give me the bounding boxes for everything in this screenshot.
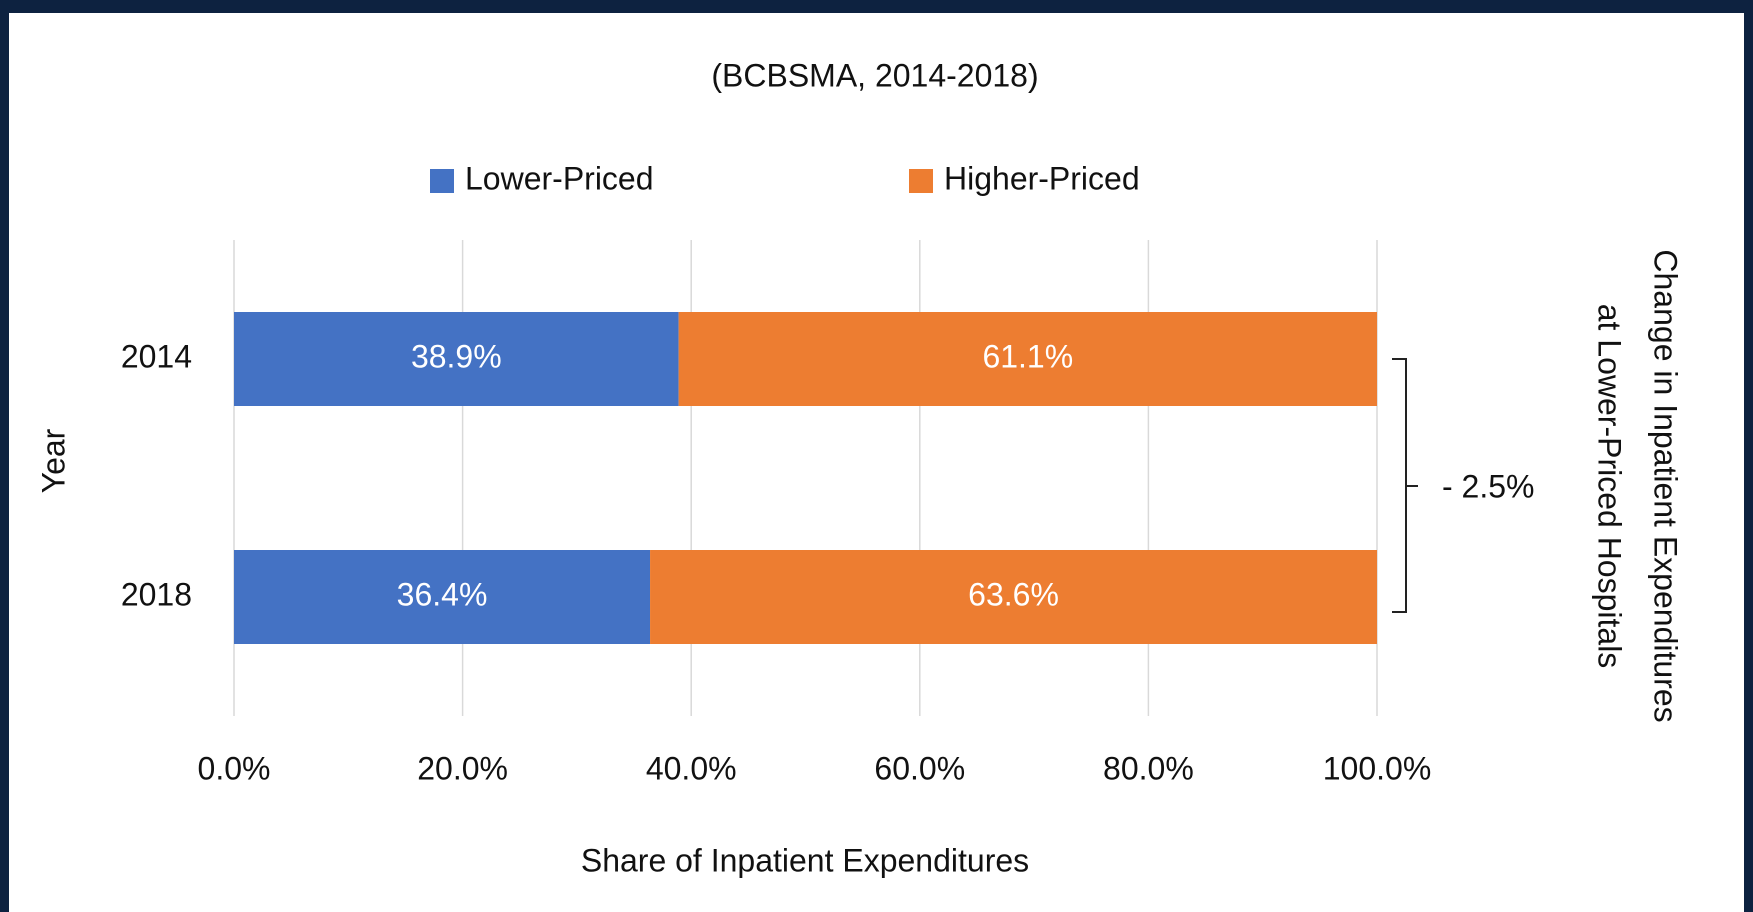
- value-label: 38.9%: [411, 338, 502, 374]
- chart-subtitle: (BCBSMA, 2014-2018): [711, 57, 1038, 93]
- x-tick-label: 20.0%: [417, 750, 508, 786]
- x-tick-label: 80.0%: [1103, 750, 1194, 786]
- value-label: 63.6%: [968, 576, 1059, 612]
- chart-background: [9, 13, 1744, 912]
- x-axis-title: Share of Inpatient Expenditures: [581, 842, 1029, 878]
- bar: [234, 312, 679, 406]
- legend-swatch: [430, 169, 454, 193]
- legend-swatch: [909, 169, 933, 193]
- legend-label: Higher-Priced: [944, 160, 1140, 196]
- y-axis-title: Year: [35, 428, 71, 493]
- value-label: 36.4%: [397, 576, 488, 612]
- y-tick-label: 2014: [121, 338, 192, 374]
- x-tick-label: 100.0%: [1323, 750, 1432, 786]
- x-tick-label: 0.0%: [198, 750, 271, 786]
- bar: [678, 312, 1377, 406]
- right-title-line: at Lower-Priced Hospitals: [1592, 304, 1628, 669]
- bar: [234, 550, 651, 644]
- x-tick-label: 40.0%: [646, 750, 737, 786]
- bar: [650, 550, 1377, 644]
- bracket: [1392, 358, 1418, 613]
- value-label: 61.1%: [982, 338, 1073, 374]
- x-tick-label: 60.0%: [874, 750, 965, 786]
- y-tick-label: 2018: [121, 576, 192, 612]
- right-title-line: Change in Inpatient Expenditures: [1648, 249, 1684, 722]
- legend-label: Lower-Priced: [465, 160, 654, 196]
- annotation: - 2.5%: [1442, 468, 1534, 504]
